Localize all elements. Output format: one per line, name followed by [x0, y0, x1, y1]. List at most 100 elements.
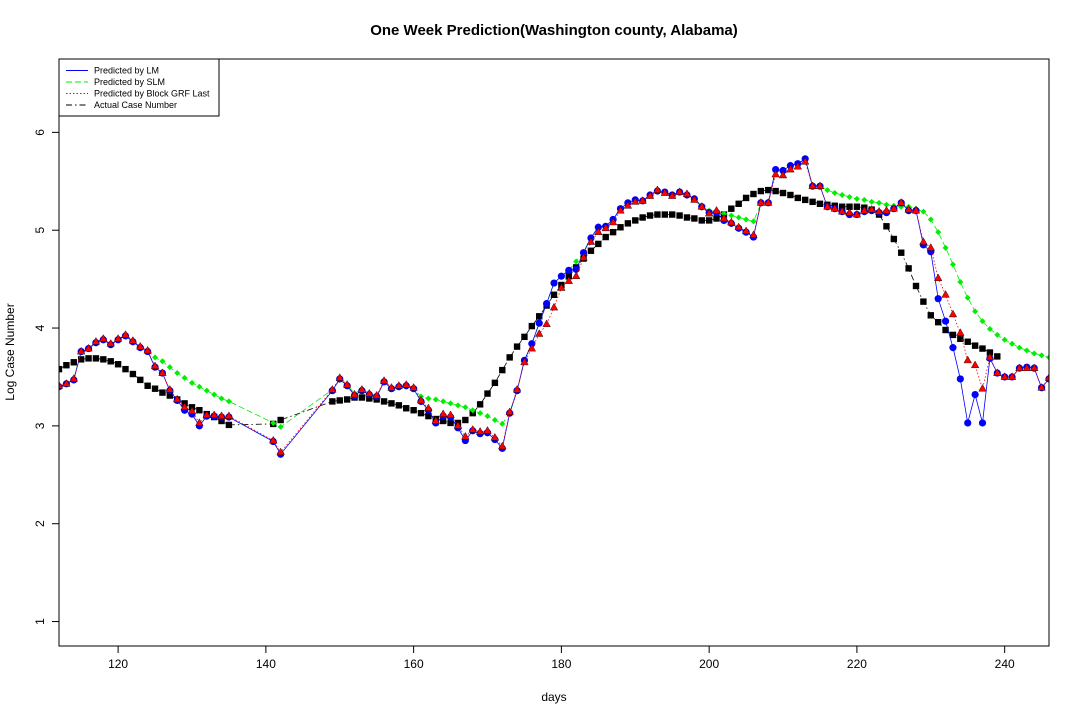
data-point-predicted-by-slm	[499, 420, 506, 427]
legend-label: Actual Case Number	[94, 100, 177, 110]
x-tick-label: 180	[551, 657, 571, 671]
data-point-predicted-by-slm	[270, 419, 277, 426]
data-point-predicted-by-lm	[772, 165, 780, 174]
data-point-predicted-by-slm	[1046, 354, 1049, 361]
data-point-predicted-by-lm	[956, 375, 964, 383]
data-point-actual-case-number	[624, 220, 632, 227]
data-point-predicted-by-lm	[971, 390, 979, 399]
data-point-actual-case-number	[63, 362, 70, 369]
data-point-actual-case-number	[927, 312, 934, 319]
data-point-predicted-by-block-grf-last	[365, 388, 374, 397]
data-point-actual-case-number	[358, 394, 366, 401]
x-tick-label: 200	[699, 657, 719, 671]
data-point-predicted-by-block-grf-last	[948, 309, 958, 318]
data-point-actual-case-number	[898, 249, 905, 256]
data-point-predicted-by-block-grf-last	[99, 334, 108, 342]
data-point-predicted-by-block-grf-last	[727, 217, 736, 226]
y-tick-label: 6	[33, 129, 47, 136]
data-point-predicted-by-block-grf-last	[808, 181, 817, 189]
data-point-predicted-by-block-grf-last	[734, 222, 743, 231]
data-point-actual-case-number	[765, 186, 772, 194]
data-point-predicted-by-slm	[1016, 344, 1023, 351]
data-point-predicted-by-block-grf-last	[579, 252, 588, 261]
data-point-predicted-by-block-grf-last	[1044, 373, 1049, 381]
data-point-predicted-by-slm	[484, 413, 491, 420]
data-point-predicted-by-slm	[462, 404, 469, 411]
data-point-actual-case-number	[439, 417, 447, 425]
data-point-actual-case-number	[336, 397, 343, 404]
data-point-predicted-by-block-grf-last	[889, 204, 898, 212]
data-point-predicted-by-block-grf-last	[549, 302, 559, 311]
data-point-predicted-by-block-grf-last	[608, 217, 618, 226]
data-point-actual-case-number	[151, 385, 159, 392]
data-point-actual-case-number	[122, 365, 129, 373]
data-point-predicted-by-slm	[853, 195, 860, 202]
data-point-predicted-by-block-grf-last	[409, 383, 418, 391]
data-point-actual-case-number	[528, 322, 536, 330]
data-point-actual-case-number	[669, 211, 676, 218]
data-point-predicted-by-slm	[986, 326, 993, 333]
data-point-actual-case-number	[617, 224, 624, 231]
data-point-actual-case-number	[698, 217, 705, 224]
data-point-predicted-by-lm	[550, 279, 558, 287]
data-point-actual-case-number	[366, 395, 373, 402]
data-point-predicted-by-block-grf-last	[512, 385, 522, 393]
data-point-predicted-by-block-grf-last	[645, 191, 655, 199]
data-point-predicted-by-block-grf-last	[461, 432, 470, 440]
data-point-predicted-by-slm	[447, 400, 454, 407]
data-point-actual-case-number	[380, 398, 388, 405]
data-point-actual-case-number	[506, 354, 513, 361]
data-point-predicted-by-block-grf-last	[919, 237, 928, 245]
data-point-predicted-by-block-grf-last	[269, 435, 278, 444]
data-point-predicted-by-block-grf-last	[431, 416, 440, 424]
x-tick-label: 240	[995, 657, 1015, 671]
data-point-actual-case-number	[957, 335, 964, 343]
y-tick-label: 2	[33, 520, 47, 527]
data-point-actual-case-number	[890, 235, 898, 243]
data-point-predicted-by-lm	[543, 299, 551, 308]
data-point-actual-case-number	[742, 194, 750, 202]
data-point-predicted-by-slm	[425, 395, 432, 402]
data-point-predicted-by-block-grf-last	[911, 206, 921, 214]
data-point-actual-case-number	[632, 217, 639, 224]
data-point-predicted-by-block-grf-last	[483, 426, 492, 434]
data-point-predicted-by-block-grf-last	[439, 409, 448, 417]
data-point-predicted-by-block-grf-last	[623, 201, 633, 209]
data-point-predicted-by-block-grf-last	[387, 383, 396, 391]
data-point-predicted-by-block-grf-last	[106, 339, 115, 347]
data-point-predicted-by-block-grf-last	[690, 195, 699, 203]
data-point-predicted-by-block-grf-last	[852, 209, 862, 218]
data-point-predicted-by-slm	[166, 364, 173, 371]
data-point-actual-case-number	[639, 214, 646, 221]
data-point-predicted-by-block-grf-last	[217, 411, 226, 419]
data-point-predicted-by-block-grf-last	[638, 196, 647, 204]
data-point-actual-case-number	[484, 390, 491, 397]
data-point-actual-case-number	[705, 217, 713, 224]
data-point-predicted-by-block-grf-last	[764, 198, 773, 206]
data-point-actual-case-number	[403, 405, 410, 412]
data-point-predicted-by-block-grf-last	[904, 205, 913, 213]
data-point-predicted-by-block-grf-last	[926, 243, 935, 251]
data-point-actual-case-number	[838, 203, 846, 210]
data-point-predicted-by-slm	[1009, 340, 1016, 347]
data-point-predicted-by-slm	[1023, 347, 1030, 354]
data-point-predicted-by-block-grf-last	[616, 206, 625, 214]
legend-label: Predicted by SLM	[94, 77, 165, 87]
data-point-predicted-by-block-grf-last	[793, 162, 802, 170]
data-point-predicted-by-slm	[750, 218, 757, 225]
data-point-actual-case-number	[491, 379, 499, 387]
data-point-predicted-by-block-grf-last	[158, 368, 167, 376]
data-point-actual-case-number	[417, 409, 425, 417]
data-point-predicted-by-block-grf-last	[682, 189, 692, 197]
data-point-predicted-by-block-grf-last	[136, 342, 145, 350]
data-point-predicted-by-slm	[477, 410, 484, 417]
data-point-predicted-by-block-grf-last	[77, 346, 86, 355]
data-point-predicted-by-slm	[203, 387, 210, 394]
data-point-actual-case-number	[750, 190, 757, 198]
data-point-predicted-by-block-grf-last	[187, 406, 197, 414]
data-point-predicted-by-block-grf-last	[867, 205, 876, 213]
data-point-predicted-by-block-grf-last	[705, 208, 714, 217]
data-point-actual-case-number	[986, 349, 994, 356]
data-point-predicted-by-lm	[978, 419, 987, 427]
